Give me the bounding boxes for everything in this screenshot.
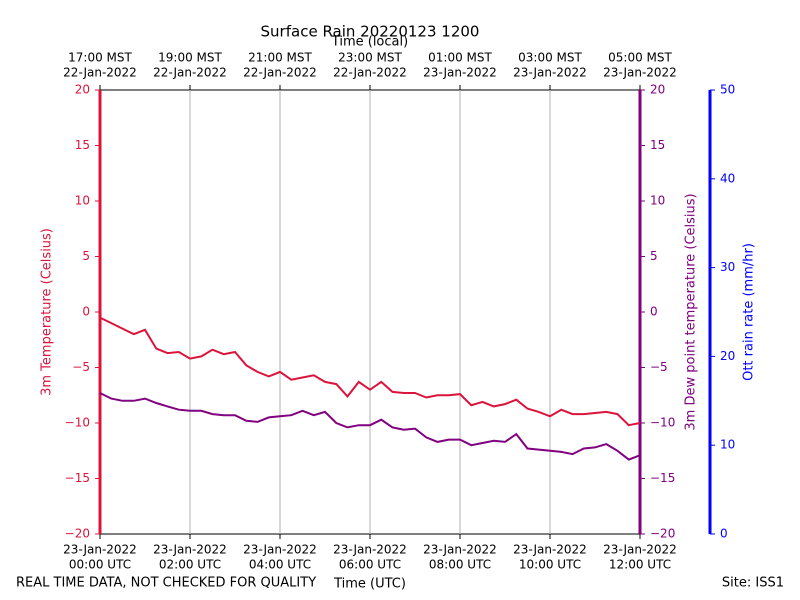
y-tick-label: −10 [65,416,90,430]
x2-tick-label: 01:00 MST [428,51,492,65]
y-tick-label: −20 [65,527,90,541]
y3-tick-label: 30 [720,260,735,274]
y2-tick-label: −20 [650,527,675,541]
x-tick-label: 06:00 UTC [339,558,401,572]
x-tick-label: 10:00 UTC [519,558,581,572]
y-tick-label: 0 [82,305,90,319]
y2-tick-label: −5 [650,360,668,374]
y2-tick-label: 5 [650,249,658,263]
footer-note: REAL TIME DATA, NOT CHECKED FOR QUALITY [16,576,316,591]
x2-tick-label: 21:00 MST [248,51,312,65]
data-line [99,392,641,461]
x2-tick-label: 22-Jan-2022 [243,66,317,80]
x2-axis-label: Time (local) [331,35,408,50]
y-tick-label: 10 [75,194,90,208]
x-tick-label: 23-Jan-2022 [153,543,227,557]
x2-tick-label: 23-Jan-2022 [513,66,587,80]
x-tick-label: 00:00 UTC [69,558,131,572]
y-tick-label: 5 [82,249,90,263]
y2-tick-label: −15 [650,471,675,485]
x-tick-label: 23-Jan-2022 [243,543,317,557]
y2-tick-label: 10 [650,194,665,208]
x2-tick-label: 22-Jan-2022 [333,66,407,80]
x2-tick-label: 03:00 MST [518,51,582,65]
y-tick-label: 15 [75,138,90,152]
x2-tick-label: 22-Jan-2022 [153,66,227,80]
y2-axis-label: 3m Dew point temperature (Celsius) [684,193,699,430]
y3-tick-label: 10 [720,438,735,452]
x-tick-label: 08:00 UTC [429,558,491,572]
y-tick-label: 20 [75,83,90,97]
x2-tick-label: 05:00 MST [608,51,672,65]
x2-tick-label: 23-Jan-2022 [603,66,677,80]
x2-tick-label: 23:00 MST [338,51,402,65]
x2-tick-label: 19:00 MST [158,51,222,65]
x2-tick-label: 23-Jan-2022 [423,66,497,80]
chart-title: Surface Rain 20220123 1200 [261,23,480,41]
x-tick-label: 23-Jan-2022 [333,543,407,557]
y3-tick-label: 40 [720,171,735,185]
y3-tick-label: 0 [720,527,728,541]
y2-tick-label: 15 [650,138,665,152]
y3-axis-label: Ott rain rate (mm/hr) [742,243,757,381]
y3-tick-label: 20 [720,349,735,363]
x2-tick-label: 17:00 MST [68,51,132,65]
y2-tick-label: 0 [650,305,658,319]
y3-tick-label: 50 [720,83,735,97]
y2-tick-label: 20 [650,83,665,97]
x-axis-label: Time (UTC) [333,577,406,592]
x2-tick-label: 22-Jan-2022 [63,66,137,80]
x-tick-label: 23-Jan-2022 [63,543,137,557]
y-tick-label: −15 [65,471,90,485]
x-tick-label: 12:00 UTC [609,558,671,572]
x-tick-label: 23-Jan-2022 [603,543,677,557]
x-tick-label: 04:00 UTC [249,558,311,572]
site-label: Site: ISS1 [722,576,784,591]
x-tick-label: 23-Jan-2022 [513,543,587,557]
x-tick-label: 02:00 UTC [159,558,221,572]
y-tick-label: −5 [72,360,90,374]
x-tick-label: 23-Jan-2022 [423,543,497,557]
data-line [99,316,641,427]
y2-tick-label: −10 [650,416,675,430]
y-axis-label: 3m Temperature (Celsius) [40,228,55,396]
